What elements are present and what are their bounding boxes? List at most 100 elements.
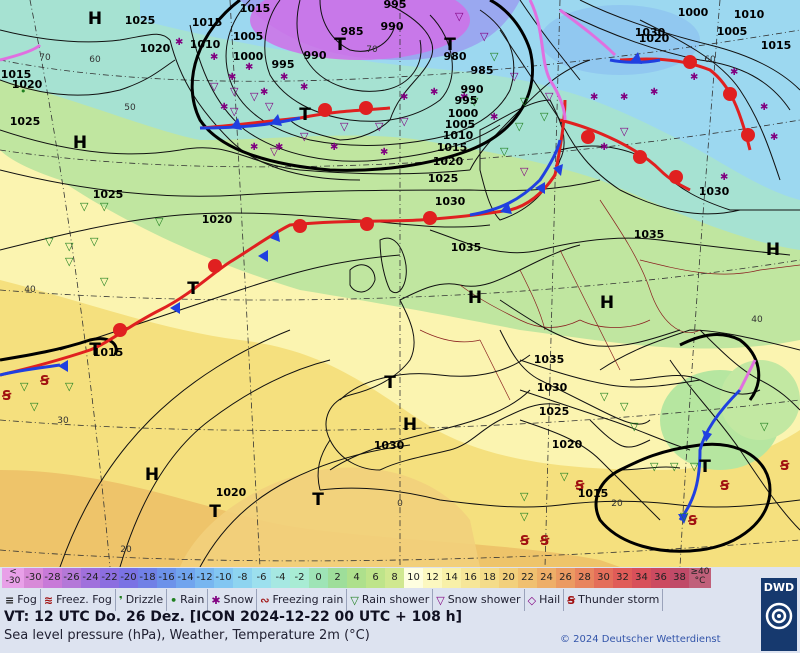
svg-text:•: • [20, 85, 27, 98]
temperature-label: 60 [89, 55, 101, 65]
isobar-label: 1005 [445, 118, 476, 131]
freezing-rain-icon: ∾ [260, 593, 270, 607]
isobar-label: 1020 [552, 438, 583, 451]
scale-swatch: 14 [442, 568, 461, 588]
isobar-label: 990 [381, 20, 404, 33]
svg-text:✱: ✱ [590, 92, 598, 103]
svg-text:▽: ▽ [680, 510, 689, 523]
legend-item: Ꞩ Thunder storm [564, 589, 664, 611]
borders [419, 199, 800, 401]
svg-text:✱: ✱ [620, 92, 628, 103]
svg-text:✱: ✱ [720, 172, 728, 183]
svg-text:▽: ▽ [20, 380, 29, 393]
isobar-label: 1015 [578, 487, 609, 500]
temperature-label: 20 [120, 545, 132, 555]
svg-text:▽: ▽ [670, 460, 679, 473]
scale-swatch: 2 [328, 568, 347, 588]
legend-label: Snow [223, 593, 254, 606]
svg-text:▽: ▽ [545, 90, 554, 103]
svg-text:▽: ▽ [100, 200, 109, 213]
hail-icon: ◇ [527, 593, 537, 607]
svg-text:▽: ▽ [600, 390, 609, 403]
scale-swatch: 10 [404, 568, 423, 588]
valid-time: VT: 12 UTC Do. 26 Dez. [ICON 2024-12-22 … [4, 609, 463, 625]
isobar-label: 985 [471, 64, 494, 77]
scale-swatch: 34 [632, 568, 651, 588]
svg-text:✱: ✱ [430, 87, 438, 98]
isobar-label: 1000 [448, 107, 479, 120]
pressure-labels: 1025102010151015102010101005100099599098… [1, 0, 792, 500]
svg-text:✱: ✱ [228, 72, 236, 83]
isobar-label: 1030 [635, 26, 666, 39]
svg-text:✱: ✱ [380, 147, 388, 158]
scale-swatch: -20 [119, 568, 138, 588]
isobar-label: 1035 [451, 241, 482, 254]
svg-text:▽: ▽ [65, 380, 74, 393]
scale-swatch: 22 [518, 568, 537, 588]
scale-swatch: 18 [480, 568, 499, 588]
isobar-label: 1035 [534, 353, 565, 366]
scale-swatch: 24 [537, 568, 556, 588]
svg-text:✱: ✱ [490, 112, 498, 123]
fog-icon: ≡ [5, 593, 15, 607]
svg-text:✱: ✱ [400, 92, 408, 103]
isobar-label: 985 [341, 25, 364, 38]
legend-panel: < -30 -30 -28 -26 -24 -22 -20 -18 -16 -14 -12 -10-… [0, 567, 800, 653]
legend-label: Freez. Fog [56, 593, 112, 606]
isobar-label: 1000 [678, 6, 709, 19]
isobar-label: 1030 [699, 185, 730, 198]
temperature-label: 70 [366, 45, 378, 55]
parameter-description: Sea level pressure (hPa), Weather, Tempe… [4, 628, 370, 643]
svg-text:▽: ▽ [265, 100, 274, 113]
high-pressure-label: H [468, 288, 482, 308]
temperature-contour-labels: 70 60 50 70 60 40 30 20 0 20 40 [24, 45, 763, 555]
snow-icon: ✱ [211, 593, 221, 607]
svg-text:▽: ▽ [340, 120, 349, 133]
legend-item: ∾ Freezing rain [257, 589, 348, 611]
isobar-label: 995 [455, 94, 478, 107]
svg-text:Ꞩ: Ꞩ [1, 389, 12, 404]
legend-label: Fog [17, 593, 37, 606]
temperature-label: 50 [124, 103, 136, 113]
legend-label: Freezing rain [272, 593, 344, 606]
svg-text:▽: ▽ [400, 115, 409, 128]
high-pressure-label: H [145, 465, 159, 485]
scale-swatch: -30 [24, 568, 43, 588]
svg-text:Ꞩ: Ꞩ [39, 374, 50, 389]
drizzle-icon: ❜ [118, 593, 123, 607]
svg-text:✱: ✱ [650, 87, 658, 98]
svg-text:✱: ✱ [770, 132, 778, 143]
scale-max-label: ≥40 °C [689, 567, 711, 588]
svg-text:✱: ✱ [260, 87, 268, 98]
svg-text:✱: ✱ [730, 67, 738, 78]
high-pressure-label: H [766, 240, 780, 260]
low-pressure-label: T [444, 35, 456, 55]
svg-text:▽: ▽ [620, 400, 629, 413]
svg-text:▽: ▽ [760, 420, 769, 433]
temperature-label: 70 [39, 53, 51, 63]
svg-text:▽: ▽ [560, 470, 569, 483]
legend-label: Rain shower [361, 593, 430, 606]
scale-swatch: -14 [176, 568, 195, 588]
svg-text:Ꞩ: Ꞩ [687, 514, 698, 529]
scale-swatch: -12 [195, 568, 214, 588]
svg-text:▽: ▽ [45, 235, 54, 248]
svg-text:▽: ▽ [30, 400, 39, 413]
svg-text:▽: ▽ [470, 95, 479, 108]
legend-item: • Rain [167, 589, 209, 611]
scale-swatch: 38 [670, 568, 689, 588]
legend-label: Drizzle [125, 593, 164, 606]
temperature-label: 20 [611, 499, 623, 509]
scale-min-label: < -30 [2, 568, 24, 588]
temperature-label: 30 [57, 416, 69, 426]
svg-text:Ꞩ: Ꞩ [719, 479, 730, 494]
logo-text: DWD [763, 581, 795, 594]
high-pressure-label: H [403, 415, 417, 435]
isobar-label: 990 [461, 83, 484, 96]
isobar-label: 1010 [443, 129, 474, 142]
svg-text:✱: ✱ [175, 37, 183, 48]
isobar-label: 1015 [240, 2, 271, 15]
legend-item: ▽ Snow shower [433, 589, 525, 611]
temperature-scale: < -30 -30 -28 -26 -24 -22 -20 -18 -16 -14 -12 -10-… [2, 568, 711, 588]
high-pressure-label: H [73, 133, 87, 153]
